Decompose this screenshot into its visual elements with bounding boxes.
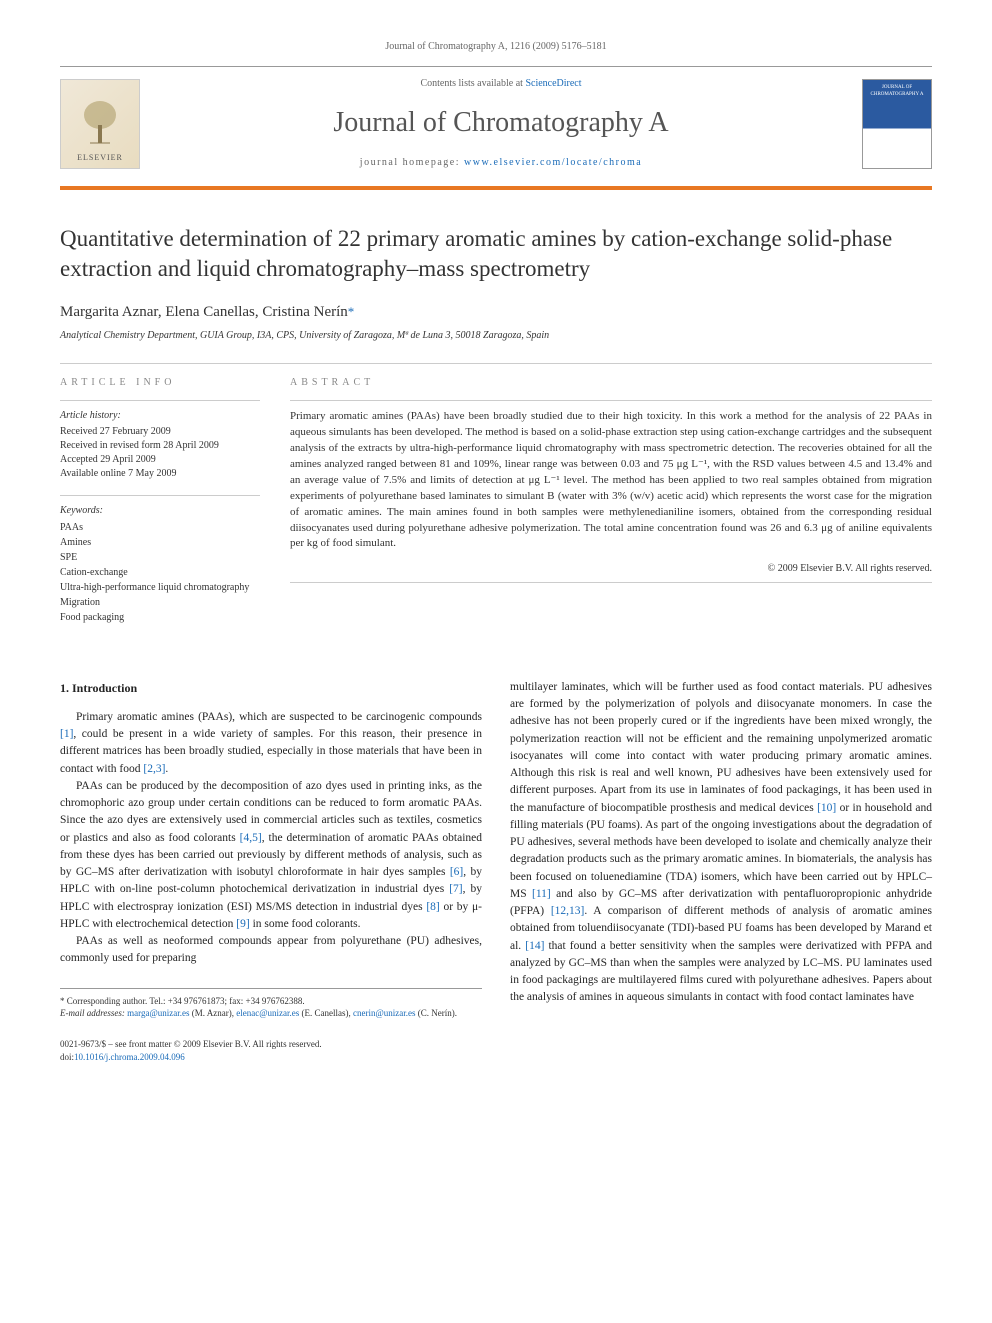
history-online: Available online 7 May 2009 [60,467,260,481]
divider [60,495,260,496]
citation-ref[interactable]: [10] [817,802,836,814]
keyword: Amines [60,535,260,550]
history-accepted: Accepted 29 April 2009 [60,453,260,467]
journal-banner: ELSEVIER Contents lists available at Sci… [60,66,932,190]
authors-line: Margarita Aznar, Elena Canellas, Cristin… [60,302,932,323]
divider [290,582,932,583]
body-paragraph: Primary aromatic amines (PAAs), which ar… [60,709,482,778]
body-paragraph: PAAs as well as neoformed compounds appe… [60,933,482,968]
keyword: Migration [60,595,260,610]
keywords-title: Keywords: [60,504,260,518]
banner-center: Contents lists available at ScienceDirec… [140,77,862,170]
citation-ref[interactable]: [9] [236,918,249,930]
keyword: Food packaging [60,610,260,625]
article-info-column: ARTICLE INFO Article history: Received 2… [60,376,260,639]
history-revised: Received in revised form 28 April 2009 [60,439,260,453]
journal-name: Journal of Chromatography A [140,103,862,142]
info-abstract-row: ARTICLE INFO Article history: Received 2… [60,376,932,639]
citation-ref[interactable]: [7] [449,883,462,895]
article-title: Quantitative determination of 22 primary… [60,224,932,284]
divider [60,363,932,364]
doi-line: doi:10.1016/j.chroma.2009.04.096 [60,1051,482,1064]
homepage-url[interactable]: www.elsevier.com/locate/chroma [464,157,642,168]
article-info-label: ARTICLE INFO [60,376,260,390]
doi-link[interactable]: 10.1016/j.chroma.2009.04.096 [74,1052,185,1062]
homepage-prefix: journal homepage: [360,157,464,168]
author-email[interactable]: marga@unizar.es [127,1008,189,1018]
citation-ref[interactable]: [11] [532,888,551,900]
contents-available-line: Contents lists available at ScienceDirec… [140,77,862,91]
abstract-label: ABSTRACT [290,376,932,390]
body-paragraph: multilayer laminates, which will be furt… [510,679,932,1007]
journal-cover-label: JOURNAL OF CHROMATOGRAPHY A [863,84,931,98]
corresponding-author-note: * Corresponding author. Tel.: +34 976761… [60,995,482,1008]
citation-ref[interactable]: [14] [525,940,544,952]
keywords-block: Keywords: PAAs Amines SPE Cation-exchang… [60,504,260,625]
footnote-block: * Corresponding author. Tel.: +34 976761… [60,988,482,1020]
history-title: Article history: [60,409,260,423]
history-received: Received 27 February 2009 [60,425,260,439]
authors-names: Margarita Aznar, Elena Canellas, Cristin… [60,304,348,320]
abstract-copyright: © 2009 Elsevier B.V. All rights reserved… [290,562,932,576]
body-column-left: 1. Introduction Primary aromatic amines … [60,679,482,1063]
abstract-column: ABSTRACT Primary aromatic amines (PAAs) … [290,376,932,639]
citation-ref[interactable]: [4,5] [240,832,262,844]
author-email[interactable]: cnerin@unizar.es [353,1008,416,1018]
divider [60,400,260,401]
bottom-metadata: 0021-9673/$ – see front matter © 2009 El… [60,1038,482,1063]
keyword: PAAs [60,520,260,535]
body-paragraph: PAAs can be produced by the decompositio… [60,778,482,933]
citation-ref[interactable]: [6] [450,866,463,878]
abstract-text: Primary aromatic amines (PAAs) have been… [290,409,932,552]
email-label: E-mail addresses: [60,1008,125,1018]
sciencedirect-link[interactable]: ScienceDirect [525,78,581,89]
keyword: Ultra-high-performance liquid chromatogr… [60,580,260,595]
citation-ref[interactable]: [8] [426,901,439,913]
journal-cover-thumbnail: JOURNAL OF CHROMATOGRAPHY A [862,79,932,169]
keyword: Cation-exchange [60,565,260,580]
elsevier-tree-icon [75,97,125,152]
body-columns: 1. Introduction Primary aromatic amines … [60,679,932,1063]
email-addresses-line: E-mail addresses: marga@unizar.es (M. Az… [60,1007,482,1020]
author-email[interactable]: elenac@unizar.es [236,1008,299,1018]
divider [290,400,932,401]
citation-ref[interactable]: [2,3] [143,763,165,775]
citation-ref[interactable]: [12,13] [551,905,585,917]
issn-line: 0021-9673/$ – see front matter © 2009 El… [60,1038,482,1051]
homepage-line: journal homepage: www.elsevier.com/locat… [140,156,862,170]
body-column-right: multilayer laminates, which will be furt… [510,679,932,1063]
contents-prefix: Contents lists available at [420,78,525,89]
article-history-block: Article history: Received 27 February 20… [60,409,260,481]
corresponding-marker: * [348,304,355,319]
affiliation: Analytical Chemistry Department, GUIA Gr… [60,329,932,343]
publisher-name: ELSEVIER [77,152,123,163]
publisher-logo: ELSEVIER [60,79,140,169]
section-heading: 1. Introduction [60,679,482,697]
header-citation: Journal of Chromatography A, 1216 (2009)… [60,40,932,54]
citation-ref[interactable]: [1] [60,728,73,740]
keyword: SPE [60,550,260,565]
